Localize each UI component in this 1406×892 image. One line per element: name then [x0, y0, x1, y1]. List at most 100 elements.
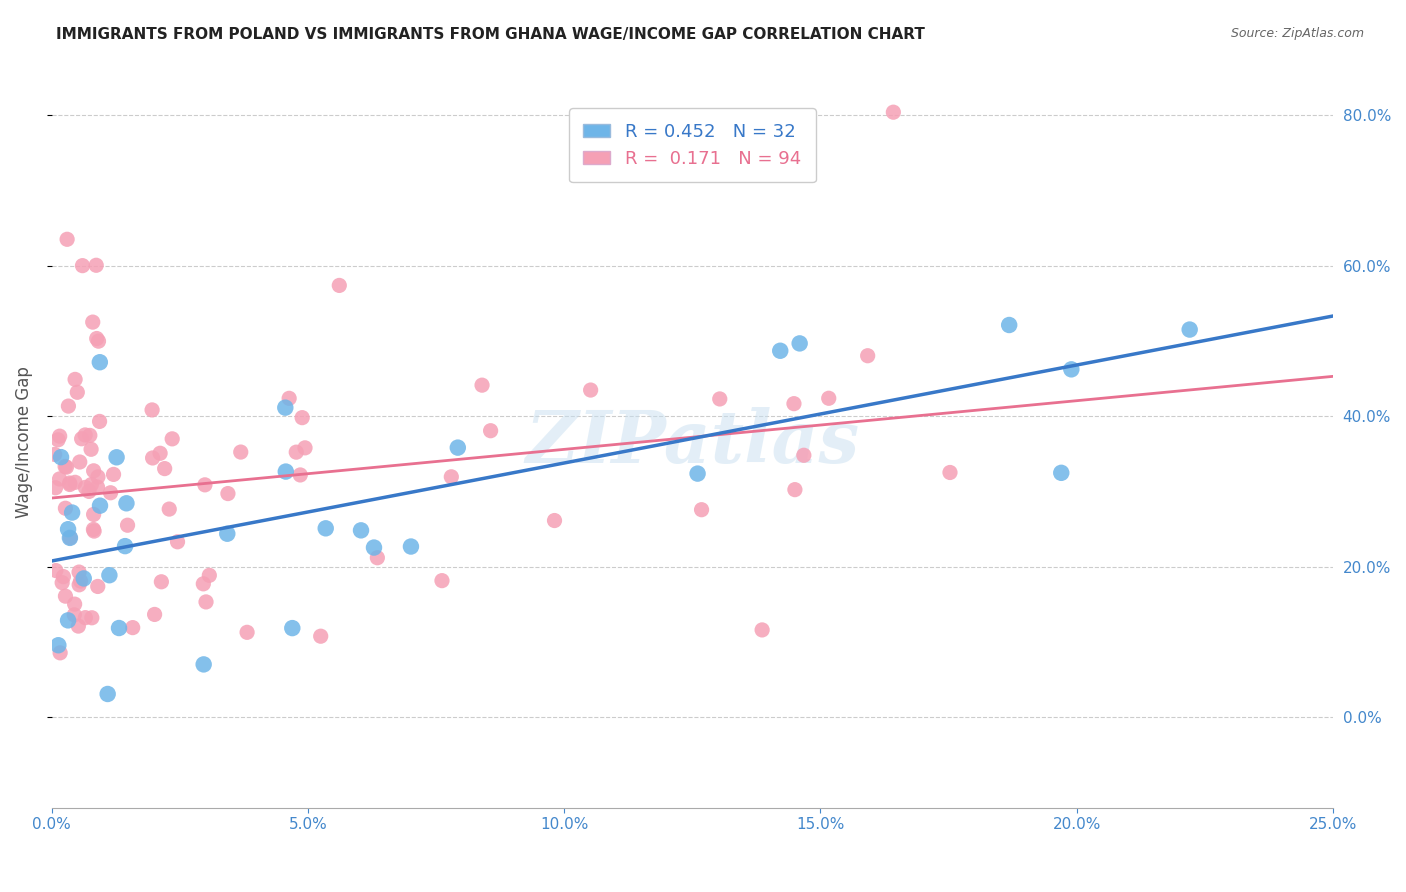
- Immigrants from Ghana: [56, 232, 79, 246]
- Immigrants from Ghana: [291, 410, 314, 425]
- Immigrants from Ghana: [87, 470, 110, 484]
- Immigrants from Ghana: [80, 611, 103, 625]
- Immigrants from Ghana: [285, 445, 308, 459]
- Immigrants from Poland: [105, 450, 128, 465]
- Immigrants from Ghana: [121, 621, 143, 635]
- Immigrants from Ghana: [89, 414, 111, 428]
- Immigrants from Ghana: [70, 432, 93, 446]
- Immigrants from Ghana: [80, 477, 103, 491]
- Immigrants from Ghana: [143, 607, 166, 622]
- Immigrants from Ghana: [82, 523, 104, 537]
- Immigrants from Poland: [56, 522, 79, 536]
- Immigrants from Poland: [1050, 466, 1073, 480]
- Immigrants from Ghana: [166, 534, 188, 549]
- Immigrants from Poland: [98, 568, 121, 582]
- Immigrants from Poland: [56, 613, 79, 627]
- Immigrants from Ghana: [229, 445, 252, 459]
- Immigrants from Ghana: [579, 383, 602, 397]
- Immigrants from Ghana: [87, 579, 110, 593]
- Immigrants from Ghana: [55, 460, 77, 475]
- Immigrants from Ghana: [87, 334, 110, 348]
- Immigrants from Poland: [769, 343, 792, 358]
- Immigrants from Ghana: [82, 315, 104, 329]
- Immigrants from Ghana: [48, 472, 70, 486]
- Immigrants from Ghana: [63, 597, 86, 611]
- Immigrants from Ghana: [67, 619, 90, 633]
- Immigrants from Ghana: [45, 481, 67, 495]
- Immigrants from Ghana: [543, 514, 565, 528]
- Immigrants from Ghana: [49, 646, 72, 660]
- Immigrants from Ghana: [142, 450, 165, 465]
- Immigrants from Ghana: [290, 467, 312, 482]
- Immigrants from Ghana: [440, 470, 463, 484]
- Immigrants from Ghana: [86, 480, 108, 494]
- Immigrants from Poland: [281, 621, 304, 635]
- Immigrants from Ghana: [63, 372, 86, 386]
- Immigrants from Ghana: [69, 574, 91, 588]
- Immigrants from Ghana: [195, 595, 218, 609]
- Immigrants from Ghana: [217, 486, 239, 500]
- Immigrants from Ghana: [882, 105, 904, 120]
- Immigrants from Ghana: [67, 565, 90, 579]
- Immigrants from Ghana: [63, 475, 86, 490]
- Immigrants from Ghana: [75, 610, 97, 624]
- Immigrants from Ghana: [69, 455, 91, 469]
- Immigrants from Ghana: [67, 578, 90, 592]
- Immigrants from Poland: [60, 506, 83, 520]
- Immigrants from Ghana: [294, 441, 316, 455]
- Immigrants from Ghana: [160, 432, 183, 446]
- Immigrants from Ghana: [278, 392, 301, 406]
- Immigrants from Poland: [193, 657, 215, 672]
- Immigrants from Ghana: [150, 574, 173, 589]
- Immigrants from Ghana: [103, 467, 125, 482]
- Immigrants from Ghana: [55, 501, 77, 516]
- Legend: R = 0.452   N = 32, R =  0.171   N = 94: R = 0.452 N = 32, R = 0.171 N = 94: [569, 108, 815, 182]
- Immigrants from Ghana: [46, 433, 69, 447]
- Y-axis label: Wage/Income Gap: Wage/Income Gap: [15, 367, 32, 518]
- Immigrants from Ghana: [59, 531, 82, 545]
- Immigrants from Ghana: [690, 502, 713, 516]
- Immigrants from Ghana: [83, 524, 105, 538]
- Immigrants from Poland: [686, 467, 709, 481]
- Immigrants from Ghana: [55, 589, 77, 603]
- Immigrants from Ghana: [84, 258, 107, 272]
- Immigrants from Poland: [399, 540, 422, 554]
- Immigrants from Ghana: [75, 428, 97, 442]
- Immigrants from Poland: [350, 524, 373, 538]
- Immigrants from Ghana: [48, 429, 70, 443]
- Immigrants from Ghana: [66, 385, 89, 400]
- Text: Source: ZipAtlas.com: Source: ZipAtlas.com: [1230, 27, 1364, 40]
- Immigrants from Ghana: [58, 399, 80, 413]
- Immigrants from Poland: [49, 450, 72, 464]
- Immigrants from Poland: [315, 521, 337, 535]
- Immigrants from Ghana: [193, 577, 215, 591]
- Immigrants from Ghana: [751, 623, 773, 637]
- Immigrants from Ghana: [44, 447, 66, 461]
- Immigrants from Ghana: [52, 569, 75, 583]
- Immigrants from Ghana: [141, 403, 163, 417]
- Immigrants from Ghana: [328, 278, 350, 293]
- Immigrants from Ghana: [856, 349, 879, 363]
- Immigrants from Poland: [447, 441, 470, 455]
- Immigrants from Ghana: [194, 478, 217, 492]
- Immigrants from Poland: [363, 541, 385, 555]
- Immigrants from Ghana: [86, 332, 108, 346]
- Immigrants from Ghana: [366, 550, 388, 565]
- Immigrants from Ghana: [709, 392, 731, 406]
- Immigrants from Ghana: [83, 464, 105, 478]
- Immigrants from Ghana: [100, 485, 122, 500]
- Immigrants from Ghana: [75, 480, 97, 494]
- Immigrants from Poland: [115, 496, 138, 510]
- Immigrants from Ghana: [79, 428, 101, 442]
- Immigrants from Poland: [59, 531, 82, 545]
- Immigrants from Ghana: [83, 508, 105, 522]
- Immigrants from Ghana: [117, 518, 139, 533]
- Immigrants from Ghana: [59, 476, 82, 491]
- Immigrants from Ghana: [236, 625, 259, 640]
- Immigrants from Poland: [89, 499, 111, 513]
- Immigrants from Ghana: [77, 484, 100, 499]
- Immigrants from Poland: [97, 687, 120, 701]
- Immigrants from Ghana: [198, 568, 221, 582]
- Immigrants from Ghana: [783, 483, 806, 497]
- Immigrants from Poland: [89, 355, 111, 369]
